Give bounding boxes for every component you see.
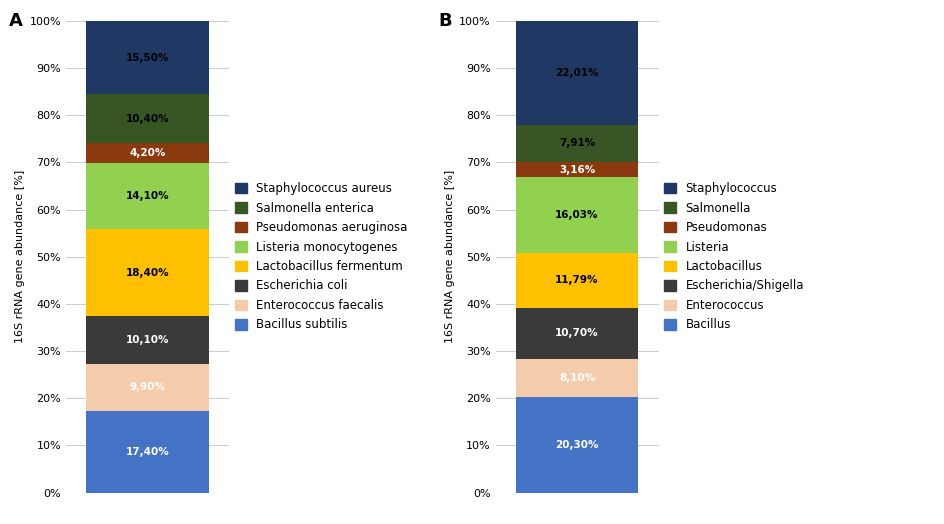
Text: 16,03%: 16,03% [555, 210, 598, 220]
Legend: Staphylococcus, Salmonella, Pseudomonas, Listeria, Lactobacillus, Escherichia/Sh: Staphylococcus, Salmonella, Pseudomonas,… [665, 182, 804, 332]
Y-axis label: 16S rRNA gene abundance [%]: 16S rRNA gene abundance [%] [15, 170, 25, 343]
Bar [87, 143, 209, 163]
Bar [87, 21, 209, 94]
Bar [516, 21, 638, 125]
Text: 11,79%: 11,79% [555, 276, 598, 286]
Text: 18,40%: 18,40% [126, 268, 169, 278]
Text: B: B [439, 12, 452, 29]
Text: 7,91%: 7,91% [559, 138, 595, 148]
Text: 15,50%: 15,50% [126, 52, 169, 62]
Bar [516, 253, 638, 308]
Bar [87, 364, 209, 410]
Text: A: A [9, 12, 23, 29]
Text: 20,30%: 20,30% [555, 440, 598, 450]
Text: 4,20%: 4,20% [129, 148, 166, 158]
Text: 3,16%: 3,16% [559, 165, 595, 174]
Text: 9,90%: 9,90% [129, 382, 165, 392]
Bar [516, 308, 638, 358]
Text: 22,01%: 22,01% [555, 68, 598, 78]
Bar [87, 410, 209, 493]
Text: 10,40%: 10,40% [126, 114, 169, 124]
Bar [87, 94, 209, 143]
Bar [516, 162, 638, 177]
Text: 10,10%: 10,10% [126, 335, 169, 345]
Bar [87, 316, 209, 364]
Text: 8,10%: 8,10% [559, 373, 595, 383]
Text: 10,70%: 10,70% [555, 329, 598, 339]
Bar [516, 397, 638, 493]
Bar [87, 230, 209, 316]
Bar [516, 358, 638, 397]
Bar [516, 177, 638, 253]
Bar [87, 163, 209, 230]
Text: 17,40%: 17,40% [126, 446, 169, 456]
Text: 14,10%: 14,10% [126, 191, 169, 201]
Y-axis label: 16S rRNA gene abundance [%]: 16S rRNA gene abundance [%] [445, 170, 455, 343]
Legend: Staphylococcus aureus, Salmonella enterica, Pseudomonas aeruginosa, Listeria mon: Staphylococcus aureus, Salmonella enteri… [235, 182, 408, 332]
Bar [516, 125, 638, 162]
